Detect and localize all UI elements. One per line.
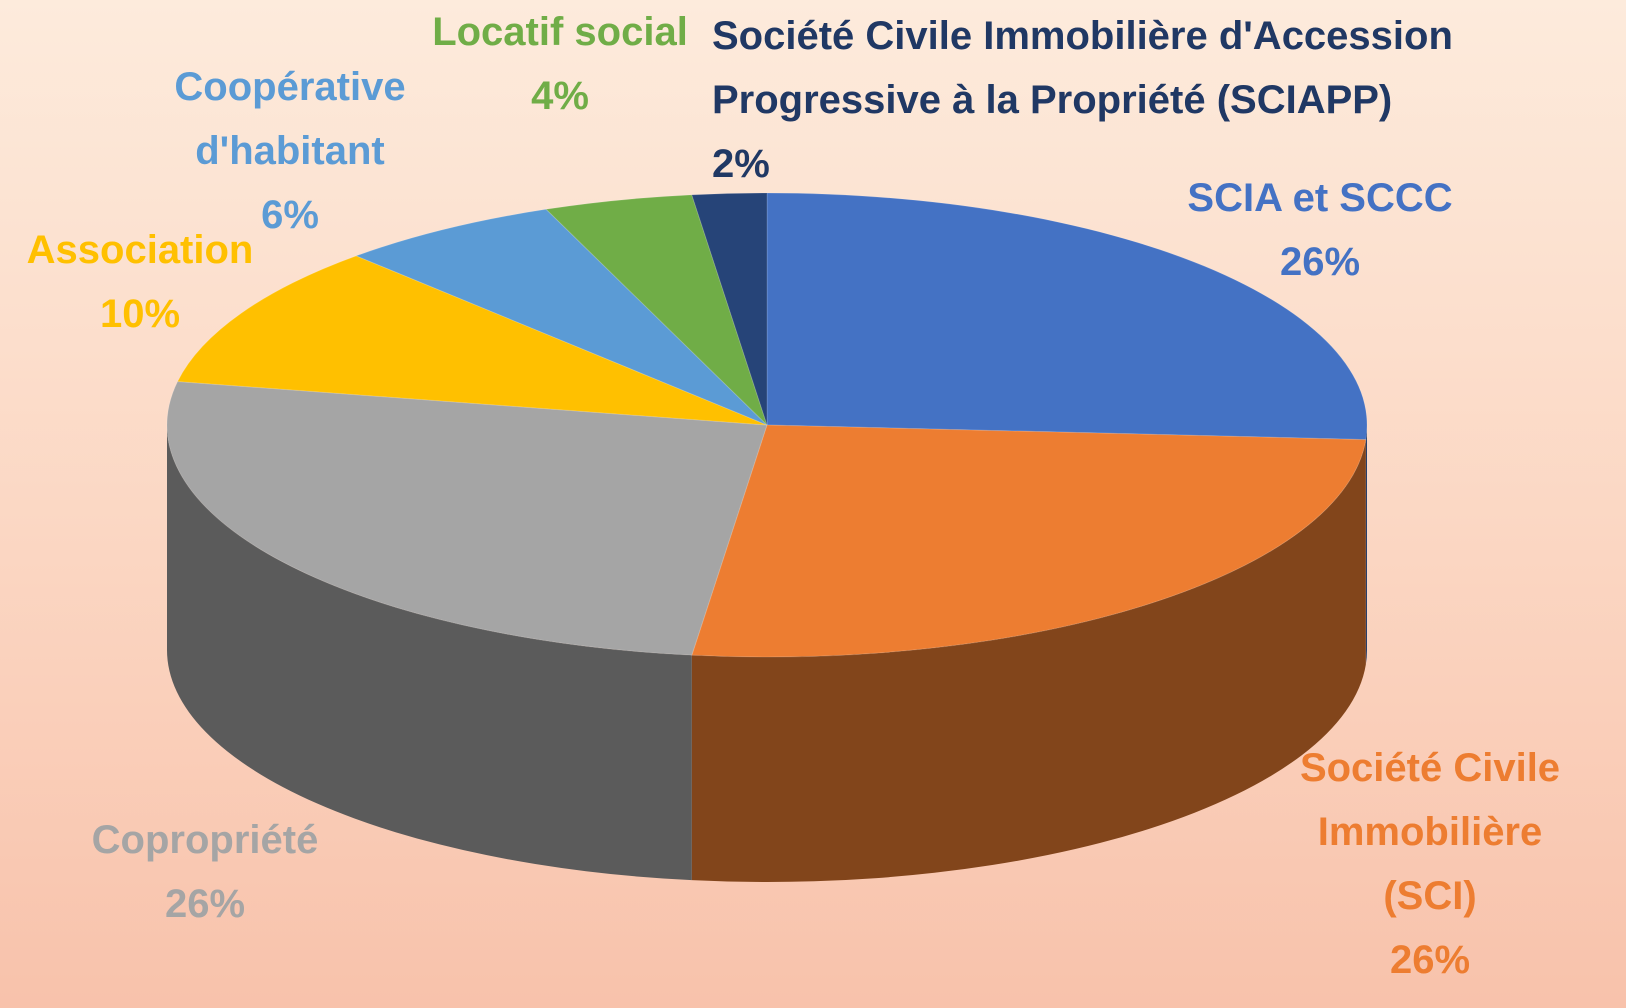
category-label: Société Civile Immobilière (SCI)	[1299, 746, 1561, 918]
slice-side	[167, 425, 692, 881]
slice	[166, 381, 768, 656]
category-label: Association	[26, 228, 254, 272]
category-label: Copropriété	[91, 818, 319, 862]
slice	[766, 192, 1368, 441]
category-label: Société Civile Immobilière d'Accession P…	[712, 14, 1453, 122]
value-label: 2%	[712, 142, 770, 186]
value-label: 10%	[99, 292, 181, 336]
slice-label: Locatif social 4%	[420, 0, 700, 128]
slice	[545, 194, 768, 426]
category-label: SCIA et SCCC	[1187, 176, 1453, 220]
value-label: 4%	[531, 74, 589, 118]
value-label: 26%	[1279, 240, 1361, 284]
category-label: Coopérative d'habitant	[174, 65, 406, 173]
category-label: Locatif social	[432, 10, 688, 54]
slice	[691, 424, 1367, 658]
slice	[354, 208, 768, 426]
slice-side	[691, 439, 1366, 882]
slice-label: Société Civile Immobilière d'Accession P…	[712, 4, 1582, 196]
slice	[176, 255, 768, 426]
slice	[691, 192, 768, 426]
slice-side	[1365, 425, 1367, 665]
slice-label: Coopérative d'habitant 6%	[140, 55, 440, 247]
slice-label: Association 10%	[0, 218, 280, 346]
slice-label: Société Civile Immobilière (SCI) 26%	[1280, 736, 1580, 992]
value-label: 26%	[1389, 938, 1471, 982]
value-label: 6%	[261, 193, 319, 237]
slice-label: SCIA et SCCC 26%	[1120, 166, 1520, 294]
slice-label: Copropriété 26%	[40, 808, 370, 936]
value-label: 26%	[164, 882, 246, 926]
